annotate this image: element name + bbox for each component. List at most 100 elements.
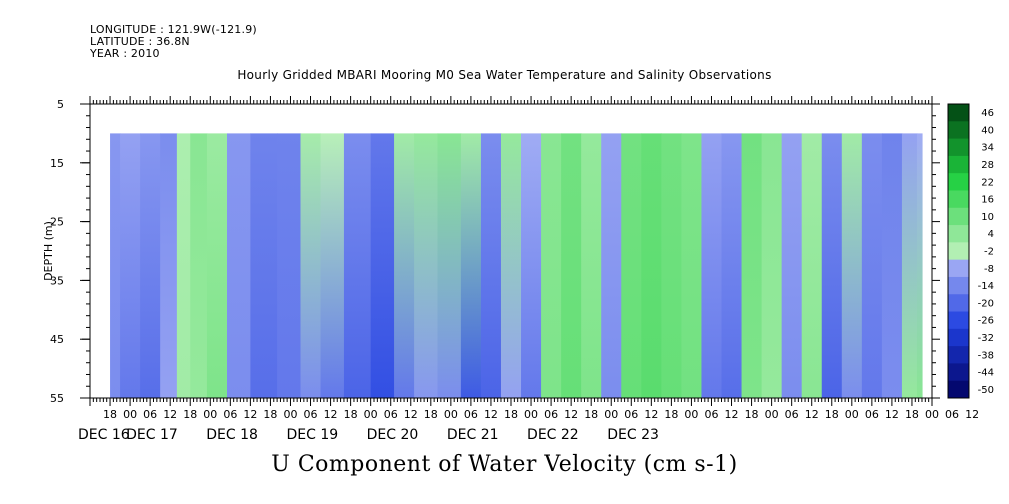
chart-title: Hourly Gridded MBARI Mooring M0 Sea Wate… bbox=[237, 68, 772, 82]
x-axis: 18 00 06 12 18 00 06 12 18 00 06 12 18 00 06 12 18 00 06 12… bbox=[78, 96, 979, 443]
colorbar-swatch bbox=[948, 294, 969, 313]
x-date-label: DEC 21 bbox=[447, 427, 499, 443]
heatmap-column bbox=[821, 133, 843, 398]
x-hour-label: 06 bbox=[785, 408, 799, 421]
heatmap-column bbox=[521, 133, 542, 398]
colorbar-label: -2 bbox=[984, 247, 994, 258]
colorbar-label: -32 bbox=[978, 333, 994, 344]
x-hour-label: 18 bbox=[183, 408, 197, 421]
colorbar-swatch bbox=[948, 207, 969, 226]
colorbar-swatch bbox=[948, 104, 969, 122]
heatmap-column bbox=[801, 133, 823, 398]
x-date-label: DEC 22 bbox=[527, 427, 579, 443]
year-label: YEAR : 2010 bbox=[90, 47, 160, 60]
heatmap-column bbox=[206, 133, 228, 398]
x-hour-label: 00 bbox=[925, 408, 939, 421]
x-hour-label: 06 bbox=[624, 408, 638, 421]
heatmap-column bbox=[541, 133, 562, 398]
colorbar-frame bbox=[947, 103, 970, 399]
colorbar-label: 34 bbox=[981, 143, 994, 154]
colorbar-swatch bbox=[948, 380, 969, 399]
heatmap-column bbox=[110, 133, 121, 398]
x-hour-label: 12 bbox=[243, 408, 257, 421]
latitude-label: LATITUDE : 36.8N bbox=[90, 35, 190, 48]
colorbar-label: 28 bbox=[981, 160, 994, 171]
heatmap-column bbox=[741, 133, 763, 398]
x-hour-label: 18 bbox=[584, 408, 598, 421]
x-hour-label: 12 bbox=[644, 408, 658, 421]
y-tick-label: 55 bbox=[50, 392, 64, 405]
heatmap-column bbox=[661, 133, 683, 398]
heatmap-column bbox=[370, 133, 395, 398]
x-hour-label: 00 bbox=[283, 408, 297, 421]
x-hour-label: 18 bbox=[103, 408, 117, 421]
heatmap-column bbox=[460, 133, 482, 398]
colorbar-swatch bbox=[948, 276, 969, 295]
colorbar-swatch bbox=[948, 242, 969, 261]
x-hour-label: 06 bbox=[304, 408, 318, 421]
x-hour-label: 00 bbox=[604, 408, 618, 421]
colorbar-label: -26 bbox=[978, 316, 994, 327]
x-hour-label: 12 bbox=[404, 408, 418, 421]
colorbar-swatch bbox=[948, 121, 969, 140]
heatmap-column bbox=[881, 133, 903, 398]
x-hour-label: 06 bbox=[464, 408, 478, 421]
heatmap-column bbox=[761, 133, 783, 398]
heatmap-column bbox=[721, 133, 743, 398]
x-hour-label: 00 bbox=[364, 408, 378, 421]
heatmap-column bbox=[781, 133, 803, 398]
heatmap-field bbox=[110, 133, 923, 398]
x-hour-label: 18 bbox=[504, 408, 518, 421]
y-tick-label: 5 bbox=[57, 98, 64, 111]
colorbar-swatch bbox=[948, 363, 969, 382]
colorbar-swatch bbox=[948, 190, 969, 209]
heatmap-column bbox=[190, 133, 208, 398]
x-hour-label: 06 bbox=[384, 408, 398, 421]
x-hour-label: 06 bbox=[223, 408, 237, 421]
heatmap-column bbox=[500, 133, 522, 398]
x-hour-label: 18 bbox=[664, 408, 678, 421]
colorbar-label: 10 bbox=[981, 212, 994, 223]
x-hour-label: 12 bbox=[163, 408, 177, 421]
colorbar-label: 40 bbox=[981, 125, 994, 136]
heatmap-column bbox=[916, 133, 923, 398]
heatmap-column bbox=[701, 133, 723, 398]
x-hour-label: 06 bbox=[704, 408, 718, 421]
x-hour-label: 06 bbox=[544, 408, 558, 421]
colorbar-label: 4 bbox=[988, 229, 994, 240]
x-date-label: DEC 20 bbox=[367, 427, 419, 443]
heatmap-column bbox=[621, 133, 642, 398]
heatmap-column bbox=[226, 133, 251, 398]
y-axis-label: DEPTH (m) bbox=[42, 221, 55, 281]
x-hour-label: 12 bbox=[885, 408, 899, 421]
y-tick-label: 35 bbox=[50, 274, 64, 287]
heatmap-column bbox=[300, 133, 322, 398]
heatmap-column bbox=[394, 133, 415, 398]
heatmap-column bbox=[601, 133, 622, 398]
heatmap-column bbox=[160, 133, 178, 398]
heatmap-column bbox=[414, 133, 439, 398]
heatmap-column bbox=[140, 133, 161, 398]
colorbar-label: -50 bbox=[978, 385, 994, 396]
colorbar-label: -20 bbox=[978, 298, 994, 309]
heatmap-column bbox=[861, 133, 883, 398]
x-hour-label: 00 bbox=[765, 408, 779, 421]
heatmap-column bbox=[120, 133, 141, 398]
x-date-label: DEC 16 bbox=[78, 427, 130, 443]
y-axis: 5 15 25 35 45 55 bbox=[50, 98, 940, 405]
colorbar-label: -8 bbox=[984, 264, 994, 275]
heatmap-column bbox=[437, 133, 462, 398]
heatmap-column bbox=[581, 133, 602, 398]
x-hour-label: 00 bbox=[123, 408, 137, 421]
colorbar-swatch bbox=[948, 259, 969, 278]
y-tick-label: 45 bbox=[50, 333, 64, 346]
x-hour-label: 18 bbox=[344, 408, 358, 421]
colorbar: 46 40 34 28 22 16 10 4 -2 -8 -14 -20 -26 -32 -38 -44 -50 bbox=[947, 103, 994, 399]
heatmap-column bbox=[176, 133, 191, 398]
x-hour-label: 18 bbox=[424, 408, 438, 421]
colorbar-swatch bbox=[948, 225, 969, 243]
heatmap-column bbox=[641, 133, 662, 398]
x-date-label: DEC 19 bbox=[286, 427, 338, 443]
x-hour-label: 12 bbox=[564, 408, 578, 421]
